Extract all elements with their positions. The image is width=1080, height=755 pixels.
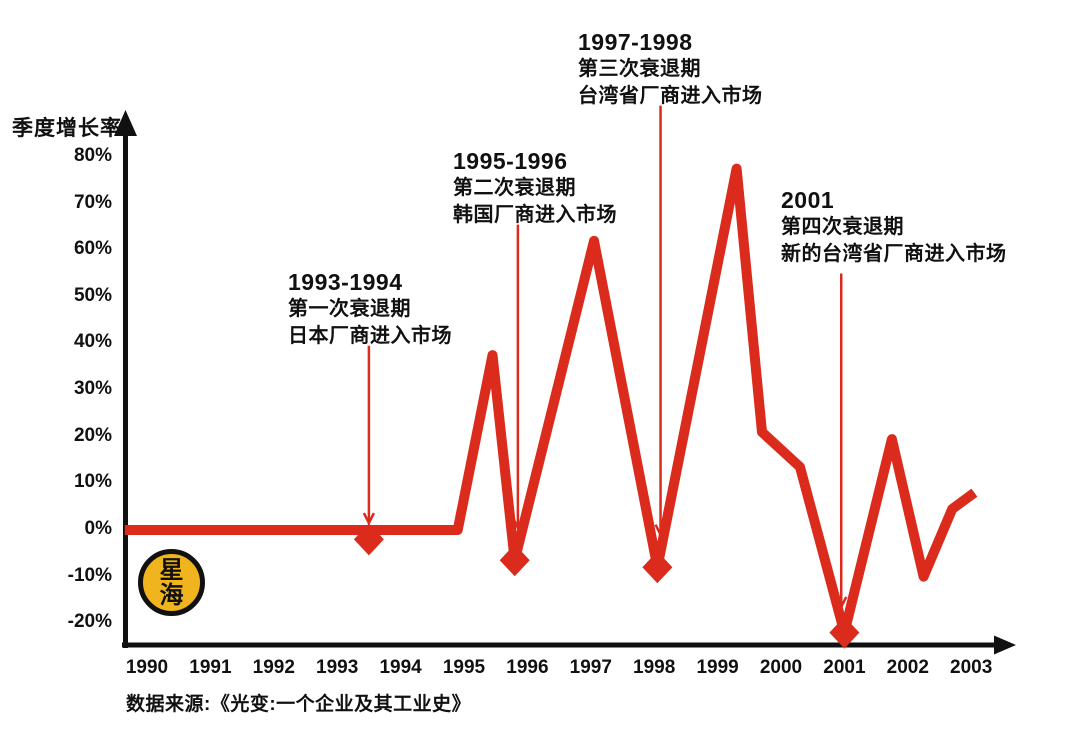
annotation-line: 新的台湾省厂商进入市场 [781, 243, 1007, 265]
annotation-block: 1993-1994 第一次衰退期日本厂商进入市场 [288, 268, 452, 350]
x-tick-label: 2002 [886, 657, 929, 678]
x-tick-label: 2001 [823, 657, 866, 678]
y-tick-label: -10% [67, 564, 112, 586]
annotation-line: 台湾省厂商进入市场 [578, 85, 763, 107]
y-tick-label: 40% [73, 331, 112, 353]
y-tick-label: 70% [73, 191, 112, 213]
recession-marker [499, 544, 530, 577]
annotation-title: 2001 [781, 187, 835, 213]
annotation-block: 1997-1998 第三次衰退期台湾省厂商进入市场 [578, 28, 763, 110]
y-tick-label: 0% [84, 518, 112, 539]
annotation-line: 韩国厂商进入市场 [453, 204, 617, 226]
x-tick-label: 1999 [696, 657, 739, 678]
y-axis-title: 季度增长率 [12, 117, 122, 140]
y-tick-label: 10% [73, 471, 112, 493]
x-tick-label: 1998 [633, 657, 676, 678]
annotation-title: 1997-1998 [578, 29, 693, 55]
y-tick-label: 60% [73, 238, 112, 260]
growth-line [124, 163, 978, 638]
annotation-line: 日本厂商进入市场 [288, 325, 452, 347]
x-tick-label: 1996 [506, 657, 549, 678]
annotation-block: 2001 第四次衰退期新的台湾省厂商进入市场 [781, 186, 1007, 268]
x-axis-arrowhead-icon [994, 635, 1016, 655]
recession-marker [353, 523, 384, 556]
data-source-note: 数据来源:《光变:一个企业及其工业史》 [126, 694, 472, 715]
logo-char-bottom: 海 [159, 581, 184, 609]
x-tick-label: 2000 [759, 657, 803, 678]
y-tick-label: 20% [73, 424, 112, 446]
y-tick-label: 30% [73, 378, 112, 400]
y-axis-arrowhead-icon [114, 110, 137, 136]
annotation-line: 第二次衰退期 [453, 177, 576, 199]
annotation-block: 1995-1996 第二次衰退期韩国厂商进入市场 [453, 147, 617, 229]
x-tick-label: 1994 [379, 657, 422, 678]
y-tick-label: 50% [73, 284, 112, 306]
x-tick-label: 1993 [316, 657, 359, 678]
x-tick-label: 1991 [189, 657, 232, 678]
recession-marker [829, 616, 860, 649]
x-tick-label: 1997 [569, 657, 612, 678]
x-tick-label: 1990 [125, 657, 169, 678]
logo-char-top: 星 [159, 556, 184, 584]
annotation-line: 第一次衰退期 [288, 298, 411, 320]
y-tick-label: 80% [73, 144, 112, 166]
xinghai-logo: 星 海 [138, 549, 205, 616]
x-tick-label: 1995 [442, 657, 486, 678]
x-tick-label: 1992 [252, 657, 295, 678]
annotation-line: 第三次衰退期 [578, 58, 701, 80]
annotation-title: 1995-1996 [453, 148, 568, 174]
y-tick-label: -20% [67, 611, 112, 633]
annotation-title: 1993-1994 [288, 269, 403, 295]
x-tick-label: 2003 [950, 657, 993, 678]
annotation-line: 第四次衰退期 [781, 216, 904, 238]
annotation-arrowhead-icon [362, 512, 376, 526]
recession-marker [642, 551, 673, 584]
